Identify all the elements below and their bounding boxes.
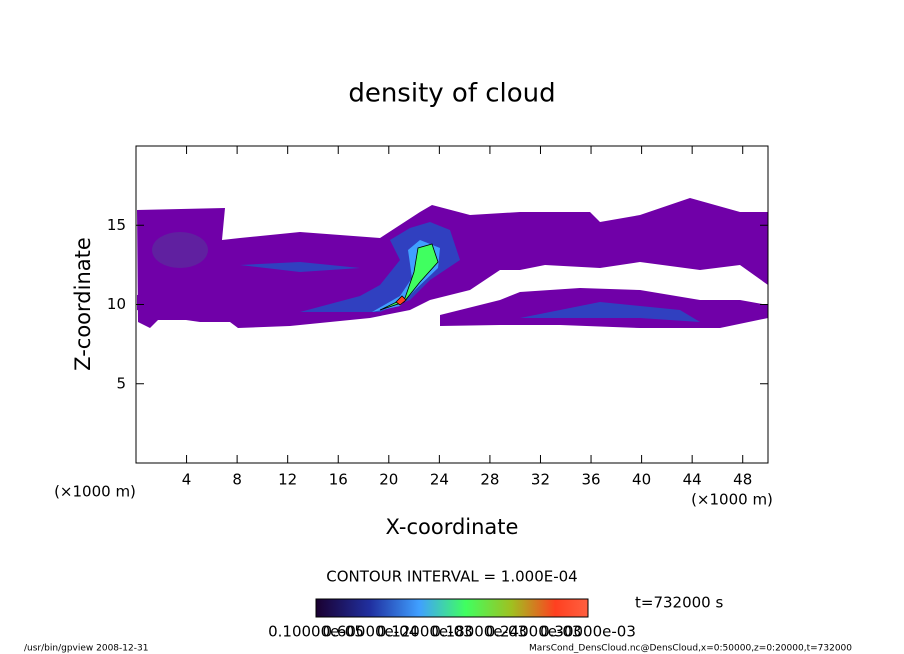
colorbar-label: 0.18000e-03 <box>431 623 527 641</box>
x-tick-label: 40 <box>632 471 651 489</box>
x-unit: (×1000 m) <box>54 483 136 501</box>
time-label: t=732000 s <box>635 594 723 612</box>
x-tick-label: 48 <box>733 471 752 489</box>
colorbar-label: 0.12000e-03 <box>377 623 473 641</box>
y-tick-label: 15 <box>107 216 126 234</box>
contour-interval: CONTOUR INTERVAL = 1.000E-04 <box>326 568 577 586</box>
colorbar-label: 0.60000e-04 <box>323 623 419 641</box>
y-axis-label: Z-coordinate <box>71 237 95 371</box>
x-tick-label: 4 <box>182 471 192 489</box>
x-tick-label: 16 <box>329 471 348 489</box>
colorbar <box>315 598 589 618</box>
footer-right: MarsCond_DensCloud.nc@DensCloud,x=0:5000… <box>529 644 852 654</box>
x-tick-label: 28 <box>480 471 499 489</box>
colorbar-label: 0.24000e-03 <box>486 623 582 641</box>
x-tick-label: 32 <box>531 471 550 489</box>
y-unit: (×1000 m) <box>691 491 773 509</box>
colorbar-label: 0.30000e-03 <box>540 623 636 641</box>
y-tick-label: 5 <box>116 374 126 392</box>
x-tick-label: 8 <box>232 471 242 489</box>
cloud-field <box>137 198 768 328</box>
chart-title: density of cloud <box>348 79 555 109</box>
x-tick-label: 24 <box>430 471 449 489</box>
x-axis-label: X-coordinate <box>386 515 519 539</box>
x-tick-label: 36 <box>581 471 600 489</box>
colorbar-label: 0.10000e-05 <box>268 623 364 641</box>
x-tick-label: 44 <box>683 471 702 489</box>
x-tick-label: 12 <box>278 471 297 489</box>
y-tick-label: 10 <box>107 295 126 313</box>
footer-left: /usr/bin/gpview 2008-12-31 <box>24 644 148 654</box>
x-tick-label: 20 <box>379 471 398 489</box>
